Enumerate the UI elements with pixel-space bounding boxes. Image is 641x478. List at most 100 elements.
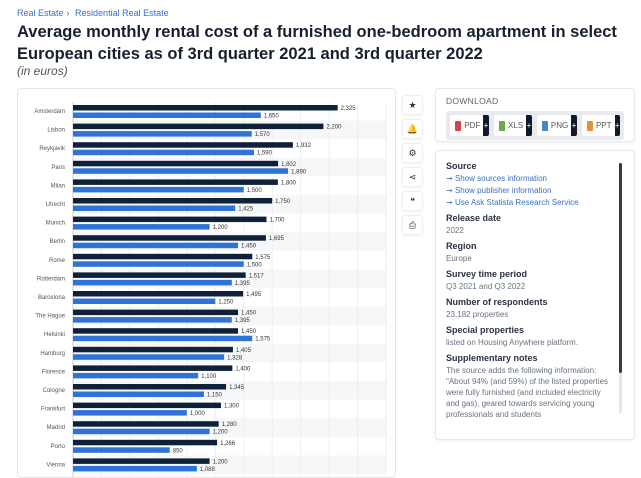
- bar[interactable]: [73, 447, 170, 453]
- link-label: Use Ask Statista Research Service: [454, 198, 579, 207]
- survey-heading: Survey time period: [446, 269, 528, 279]
- data-label: 2,200: [326, 125, 342, 131]
- bar[interactable]: [73, 168, 289, 174]
- bar[interactable]: [73, 123, 324, 130]
- download-pdf-button[interactable]: PDF +: [450, 115, 489, 136]
- category-label: Amsterdam: [34, 109, 65, 115]
- bar[interactable]: [73, 391, 204, 398]
- info-scrollbar[interactable]: [619, 163, 622, 413]
- category-label: Florence: [42, 369, 66, 375]
- bar[interactable]: [73, 384, 227, 390]
- bar[interactable]: [73, 328, 239, 334]
- category-label: Berlin: [50, 239, 65, 245]
- bar[interactable]: [73, 160, 279, 167]
- pdf-file-icon: [455, 120, 462, 131]
- data-label: 1,500: [247, 262, 263, 268]
- special-heading: Special properties: [446, 325, 525, 335]
- bar[interactable]: [73, 261, 244, 267]
- print-icon[interactable]: ⎙: [402, 215, 423, 235]
- category-label: Vienna: [46, 462, 65, 468]
- show-sources-link[interactable]: ➞ Show sources information: [446, 173, 624, 184]
- data-label: 1,300: [224, 404, 240, 410]
- bar[interactable]: [73, 465, 197, 472]
- bar[interactable]: [73, 346, 233, 353]
- bar[interactable]: [73, 354, 225, 360]
- plus-icon: +: [526, 115, 532, 136]
- show-publisher-link[interactable]: ➞ Show publisher information: [446, 185, 624, 196]
- bar[interactable]: [73, 149, 254, 156]
- category-label: Rotterdam: [37, 276, 65, 282]
- info-panel: Source ➞ Show sources information ➞ Show…: [435, 150, 635, 440]
- bar[interactable]: [73, 242, 239, 249]
- data-label: 1,328: [227, 355, 243, 361]
- bar[interactable]: [73, 105, 338, 111]
- data-label: 1,395: [235, 281, 251, 287]
- ask-statista-link[interactable]: ➞ Use Ask Statista Research Service: [446, 197, 624, 208]
- bar[interactable]: [73, 402, 221, 409]
- link-label: Show sources information: [454, 174, 547, 183]
- share-icon[interactable]: ⋖: [402, 167, 423, 187]
- bar[interactable]: [73, 317, 232, 323]
- bar[interactable]: [73, 224, 210, 230]
- bar[interactable]: [73, 428, 210, 435]
- release-value: 2022: [446, 226, 464, 235]
- bar[interactable]: [73, 198, 273, 204]
- breadcrumb-real-estate[interactable]: Real Estate: [17, 8, 64, 18]
- data-label: 1,088: [200, 467, 216, 473]
- data-label: 1,100: [201, 374, 217, 380]
- quote-icon[interactable]: ❝: [402, 191, 423, 211]
- bar[interactable]: [73, 186, 244, 193]
- bar[interactable]: [73, 365, 233, 371]
- bar[interactable]: [73, 279, 232, 286]
- bar[interactable]: [73, 309, 239, 316]
- bar[interactable]: [73, 335, 253, 342]
- bar[interactable]: [73, 253, 253, 260]
- link-label: Show publisher information: [454, 186, 552, 195]
- bar[interactable]: [73, 298, 216, 305]
- category-label: Lisbon: [47, 128, 65, 134]
- bar[interactable]: [73, 272, 246, 278]
- data-label: 2,325: [341, 106, 357, 112]
- gear-icon[interactable]: ⚙: [402, 143, 423, 163]
- scrollbar-thumb[interactable]: [619, 163, 622, 373]
- data-label: 1,345: [229, 385, 245, 391]
- data-label: 1,695: [269, 236, 285, 242]
- bar[interactable]: [73, 142, 293, 148]
- bell-icon[interactable]: 🔔: [402, 119, 423, 139]
- survey-value: Q3 2021 and Q3 2022: [446, 282, 526, 291]
- bar[interactable]: [73, 205, 236, 212]
- bar[interactable]: [73, 112, 261, 119]
- bar[interactable]: [73, 458, 210, 464]
- download-label: PDF: [464, 121, 481, 130]
- category-label: Hamburg: [40, 351, 65, 357]
- category-label: Munich: [46, 221, 65, 227]
- breadcrumb-residential[interactable]: Residential Real Estate: [75, 8, 169, 18]
- bar[interactable]: [73, 410, 187, 416]
- data-label: 1,890: [291, 169, 307, 175]
- download-ppt-button[interactable]: PPT +: [581, 115, 621, 136]
- png-file-icon: [541, 120, 548, 131]
- download-xls-button[interactable]: XLS +: [493, 115, 532, 136]
- bar[interactable]: [73, 439, 218, 446]
- notes-heading: Supplementary notes: [446, 353, 538, 363]
- bar[interactable]: [73, 372, 199, 379]
- bar[interactable]: [73, 421, 219, 427]
- source-heading: Source: [446, 161, 477, 171]
- bar[interactable]: [73, 235, 266, 241]
- bar[interactable]: [73, 131, 252, 137]
- star-icon[interactable]: ★: [402, 95, 423, 115]
- category-label: Frankfurt: [41, 407, 65, 413]
- bar[interactable]: [73, 291, 244, 297]
- bar[interactable]: [73, 179, 278, 185]
- data-label: 1,200: [213, 459, 229, 465]
- download-png-button[interactable]: PNG +: [536, 115, 577, 136]
- category-label: Porto: [51, 444, 66, 450]
- release-heading: Release date: [446, 213, 502, 223]
- data-label: 1,200: [213, 430, 229, 436]
- bar[interactable]: [73, 216, 267, 223]
- data-label: 1,575: [255, 337, 271, 343]
- data-label: 1,200: [213, 225, 229, 231]
- data-label: 850: [173, 448, 184, 454]
- arrow-icon: ➞: [446, 174, 453, 183]
- category-label: Helsinki: [44, 332, 65, 338]
